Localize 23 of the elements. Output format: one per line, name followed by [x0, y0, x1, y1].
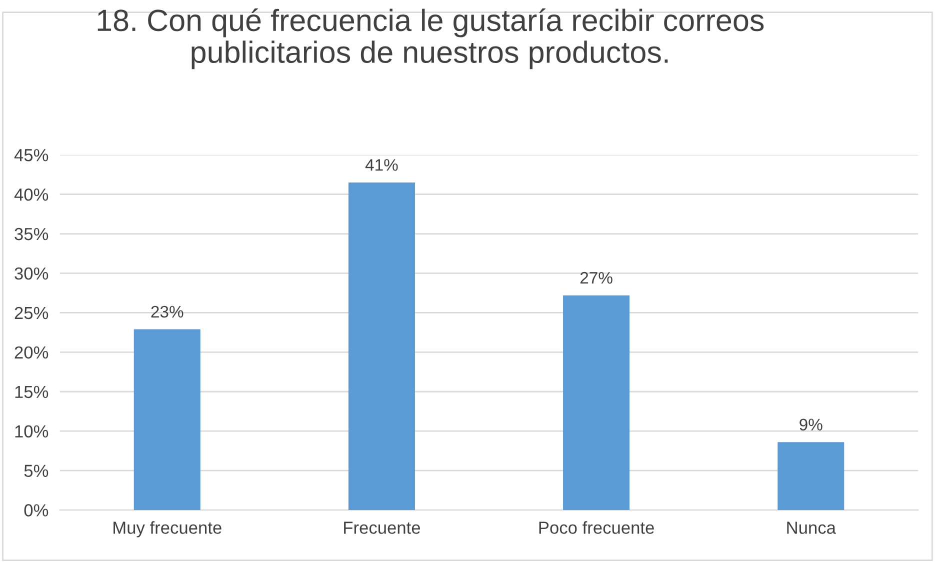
bar: [348, 182, 415, 510]
y-tick-label: 5%: [24, 464, 48, 478]
y-tick-label: 0%: [24, 504, 48, 516]
x-tick-label: Nunca: [787, 522, 836, 534]
data-label: 41%: [365, 159, 398, 171]
y-tick-label: 30%: [14, 267, 48, 280]
y-tick-label: 35%: [14, 228, 48, 240]
y-tick-label: 15%: [15, 386, 48, 398]
bar: [563, 295, 630, 510]
x-tick-label: Muy frecuente: [114, 521, 222, 538]
data-label: 27%: [580, 272, 612, 284]
x-tick-label: Poco frecuente: [539, 521, 654, 534]
y-tick-label: 20%: [14, 346, 48, 359]
y-tick-label: 45%: [14, 149, 48, 162]
data-label: 23%: [151, 306, 184, 318]
data-label: 9%: [800, 418, 822, 431]
x-tick-label: Frecuente: [344, 522, 420, 534]
y-tick-label: 10%: [15, 425, 48, 438]
bar: [778, 442, 844, 510]
y-tick-label: 25%: [14, 306, 48, 320]
y-tick-label: 40%: [14, 188, 48, 201]
bar: [134, 329, 200, 510]
chart-title: 18. Con qué frecuencia le gustaría recibir correos publicitarios de nuestros productos.: [98, 8, 764, 70]
